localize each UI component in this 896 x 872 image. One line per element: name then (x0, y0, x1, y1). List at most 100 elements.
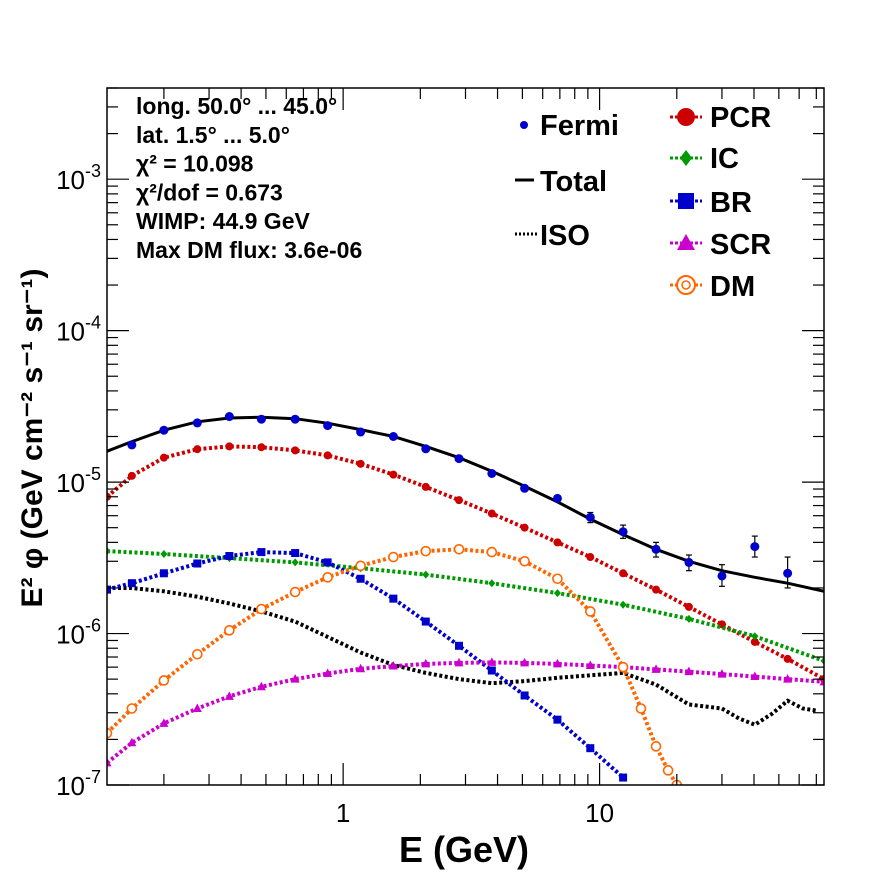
point-dm (662, 765, 674, 776)
legend-marker-pcr (677, 108, 695, 126)
point-br (225, 552, 234, 561)
point-br (323, 558, 332, 567)
legend-left: Fermi Total ISO (515, 110, 619, 252)
info-line: lat. 1.5° ... 5.0° (136, 122, 290, 148)
x-tick-label: 10 (585, 798, 614, 828)
point-scr (356, 663, 366, 673)
point-dm (519, 555, 530, 567)
point-br (421, 617, 430, 626)
legend-marker-fermi (520, 121, 528, 129)
point-scr (750, 671, 760, 681)
point-dm (650, 741, 662, 752)
y-tick-label: 10-5 (56, 464, 101, 498)
series-line-iso (107, 586, 817, 727)
point-dm (617, 661, 629, 673)
point-fermi (224, 412, 234, 422)
point-dm (585, 606, 596, 617)
point-pcr (323, 451, 332, 460)
point-pcr (225, 442, 234, 451)
legend-label-br: BR (710, 187, 752, 219)
point-fermi (651, 544, 661, 554)
point-scr (388, 661, 398, 670)
point-ic (160, 550, 168, 559)
point-scr (585, 660, 595, 670)
point-br (389, 594, 398, 603)
y-axis-title: E² φ (GeV cm⁻² s⁻¹ sr⁻¹) (16, 268, 49, 607)
x-tick-label: 1 (336, 798, 350, 828)
legend-marker-ic (680, 150, 692, 166)
point-pcr (291, 446, 300, 455)
point-fermi (717, 571, 727, 581)
series-line-pcr (107, 444, 824, 681)
point-dm (420, 545, 432, 557)
point-ic (422, 570, 430, 579)
point-pcr (455, 496, 464, 505)
point-scr (290, 674, 300, 683)
point-dm (552, 573, 563, 585)
point-pcr (257, 443, 266, 452)
info-box: long. 50.0° ... 45.0° lat. 1.5° ... 5.0° χ… (136, 93, 362, 263)
point-fermi (585, 512, 595, 522)
info-line: Max DM flux: 3.6e-06 (136, 237, 362, 263)
point-dm (322, 572, 333, 583)
point-pcr (619, 569, 628, 578)
point-dm (355, 560, 366, 572)
point-scr (256, 681, 266, 691)
point-scr (651, 664, 661, 673)
point-pcr (421, 482, 430, 491)
point-pcr (487, 509, 496, 518)
point-br (107, 585, 111, 594)
series-line-br (107, 550, 625, 779)
point-pcr (127, 471, 136, 480)
info-line: WIMP: 44.9 GeV (136, 208, 310, 234)
point-br (356, 574, 365, 583)
point-dm (289, 586, 301, 598)
x-axis-title: E (GeV) (399, 829, 529, 870)
point-ic (685, 614, 693, 623)
point-pcr (356, 459, 365, 468)
point-scr (684, 666, 694, 676)
point-pcr (553, 538, 562, 547)
point-scr (421, 658, 431, 668)
point-ic (619, 600, 627, 609)
point-pcr (750, 637, 759, 646)
point-fermi (323, 421, 333, 431)
point-scr (107, 757, 112, 767)
point-fermi (356, 427, 366, 437)
info-line: long. 50.0° ... 45.0° (136, 93, 337, 119)
point-ic (553, 589, 561, 598)
point-ic (488, 579, 496, 588)
point-fermi (388, 432, 398, 441)
point-fermi (520, 483, 530, 493)
legend-label-total: Total (540, 166, 607, 198)
point-dm (126, 703, 138, 714)
point-scr (127, 737, 137, 747)
point-scr (717, 669, 727, 678)
y-tick-label: 10-7 (56, 767, 101, 801)
point-scr (323, 668, 333, 677)
series-line-dm (107, 547, 679, 785)
point-dm (453, 543, 465, 555)
point-br (553, 715, 562, 724)
point-scr (520, 657, 530, 667)
legend-label-ic: IC (710, 143, 739, 175)
point-fermi (618, 527, 628, 537)
point-pcr (159, 453, 168, 462)
point-br (619, 773, 628, 782)
point-dm (107, 727, 113, 739)
y-tick-label: 10-6 (56, 616, 101, 650)
point-fermi (256, 414, 266, 424)
point-scr (552, 658, 562, 668)
point-dm (256, 603, 267, 615)
point-pcr (586, 553, 595, 562)
point-dm (158, 675, 170, 686)
y-tick-label: 10-4 (56, 313, 101, 347)
point-scr (487, 657, 497, 666)
point-br (487, 666, 496, 675)
point-fermi (783, 568, 793, 578)
point-fermi (487, 468, 497, 478)
point-br (520, 691, 529, 700)
point-fermi (290, 414, 300, 424)
point-fermi (454, 454, 464, 464)
